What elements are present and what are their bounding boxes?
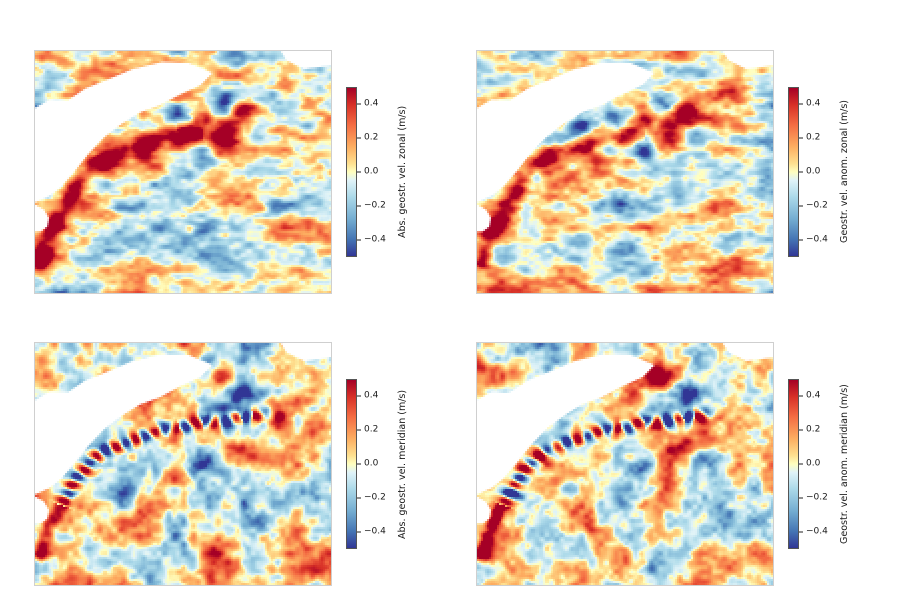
colorbar-tick-label: 0.4 (806, 98, 821, 109)
colorbar-tick-label: −0.2 (806, 200, 828, 211)
colorbar-tick: −0.4 (799, 526, 828, 537)
colorbar-tick-mark (799, 531, 803, 533)
colorbar-abs-meridian: 0.4 0.2 0.0 −0.2 −0.4 Abs. geostr. vel. meri… (346, 379, 408, 549)
colorbar-gradient (346, 379, 357, 549)
colorbar-tick: 0.2 (357, 132, 379, 143)
colorbar-anom-zonal: 0.4 0.2 0.0 −0.2 −0.4 Geostr. vel. anom. zon… (788, 87, 850, 257)
panel-anom-meridian: 0.4 0.2 0.0 −0.2 −0.4 Geostr. vel. anom. mer… (476, 342, 896, 586)
colorbar-tick: 0.0 (357, 166, 379, 177)
colorbar-tick-mark (357, 205, 361, 207)
colorbar-tick-mark (357, 429, 361, 431)
colorbar-ticks: 0.4 0.2 0.0 −0.2 −0.4 (799, 379, 837, 549)
colorbar-tick-mark (357, 103, 361, 105)
colorbar-tick-mark (357, 137, 361, 139)
colorbar-tick-label: 0.4 (806, 390, 821, 401)
colorbar-tick: 0.2 (357, 424, 379, 435)
colorbar-tick-label: 0.2 (364, 424, 379, 435)
colorbar-tick-mark (357, 463, 361, 465)
panel-anom-zonal: 0.4 0.2 0.0 −0.2 −0.4 Geostr. vel. anom. zon… (476, 50, 896, 294)
colorbar-abs-zonal: 0.4 0.2 0.0 −0.2 −0.4 Abs. geostr. vel. zona… (346, 87, 408, 257)
colorbar-label: Geostr. vel. anom. meridian (m/s) (839, 384, 850, 544)
colorbar-tick-label: 0.0 (806, 458, 821, 469)
colorbar-tick: −0.2 (799, 492, 828, 503)
colorbar-tick-label: −0.4 (806, 234, 828, 245)
colorbar-tick-mark (357, 531, 361, 533)
colorbar-tick: −0.4 (357, 234, 386, 245)
colorbar-tick-label: 0.4 (364, 98, 379, 109)
colorbar-tick-mark (799, 137, 803, 139)
colorbar-tick-label: −0.4 (364, 526, 386, 537)
colorbar-tick-label: 0.2 (806, 424, 821, 435)
heatmap-abs-zonal (34, 50, 332, 294)
colorbar-gradient (788, 87, 799, 257)
colorbar-ticks: 0.4 0.2 0.0 −0.2 −0.4 (357, 379, 395, 549)
colorbar-tick: 0.0 (799, 166, 821, 177)
colorbar-tick-label: −0.2 (364, 492, 386, 503)
colorbar-tick: −0.4 (799, 234, 828, 245)
colorbar-tick-label: 0.0 (806, 166, 821, 177)
colorbar-tick-mark (357, 395, 361, 397)
colorbar-gradient (346, 87, 357, 257)
colorbar-tick: 0.2 (799, 424, 821, 435)
colorbar-tick-mark (799, 497, 803, 499)
colorbar-tick-label: 0.0 (364, 458, 379, 469)
colorbar-ticks: 0.4 0.2 0.0 −0.2 −0.4 (799, 87, 837, 257)
panel-abs-zonal: 0.4 0.2 0.0 −0.2 −0.4 Abs. geostr. vel. zona… (34, 50, 454, 294)
colorbar-tick-mark (357, 171, 361, 173)
colorbar-tick-label: 0.4 (364, 390, 379, 401)
colorbar-tick: 0.4 (799, 98, 821, 109)
colorbar-tick-label: −0.4 (364, 234, 386, 245)
colorbar-tick: 0.0 (799, 458, 821, 469)
panel-abs-meridian: 0.4 0.2 0.0 −0.2 −0.4 Abs. geostr. vel. meri… (34, 342, 454, 586)
colorbar-tick: 0.4 (799, 390, 821, 401)
colorbar-tick-label: −0.2 (806, 492, 828, 503)
colorbar-tick: 0.4 (357, 390, 379, 401)
colorbar-label: Abs. geostr. vel. zonal (m/s) (397, 105, 408, 239)
colorbar-tick-label: 0.0 (364, 166, 379, 177)
colorbar-tick-mark (799, 463, 803, 465)
colorbar-tick-mark (799, 205, 803, 207)
colorbar-tick: −0.2 (357, 200, 386, 211)
colorbar-ticks: 0.4 0.2 0.0 −0.2 −0.4 (357, 87, 395, 257)
colorbar-gradient (788, 379, 799, 549)
heatmap-anom-meridian (476, 342, 774, 586)
colorbar-tick-mark (799, 239, 803, 241)
heatmap-abs-meridian (34, 342, 332, 586)
colorbar-tick: 0.4 (357, 98, 379, 109)
colorbar-tick-mark (799, 395, 803, 397)
colorbar-tick-label: −0.4 (806, 526, 828, 537)
colorbar-tick: −0.2 (799, 200, 828, 211)
colorbar-tick-mark (357, 497, 361, 499)
colorbar-tick-label: −0.2 (364, 200, 386, 211)
colorbar-tick-mark (799, 429, 803, 431)
colorbar-tick: 0.0 (357, 458, 379, 469)
colorbar-tick: −0.2 (357, 492, 386, 503)
colorbar-tick: −0.4 (357, 526, 386, 537)
colorbar-tick-label: 0.2 (806, 132, 821, 143)
colorbar-tick-mark (357, 239, 361, 241)
colorbar-tick-mark (799, 171, 803, 173)
colorbar-tick-label: 0.2 (364, 132, 379, 143)
colorbar-tick: 0.2 (799, 132, 821, 143)
colorbar-label: Abs. geostr. vel. meridian (m/s) (397, 389, 408, 539)
colorbar-label: Geostr. vel. anom. zonal (m/s) (839, 100, 850, 244)
colorbar-tick-mark (799, 103, 803, 105)
heatmap-anom-zonal (476, 50, 774, 294)
colorbar-anom-meridian: 0.4 0.2 0.0 −0.2 −0.4 Geostr. vel. anom. mer… (788, 379, 850, 549)
